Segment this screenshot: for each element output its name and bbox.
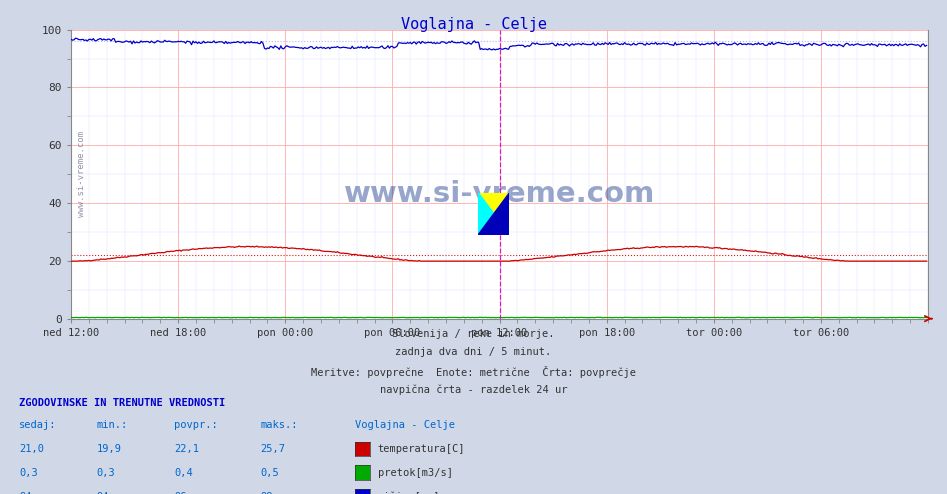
Text: www.si-vreme.com: www.si-vreme.com — [77, 131, 86, 217]
Text: 21,0: 21,0 — [19, 444, 44, 454]
Text: www.si-vreme.com: www.si-vreme.com — [344, 180, 655, 208]
Text: zadnja dva dni / 5 minut.: zadnja dva dni / 5 minut. — [396, 347, 551, 357]
Polygon shape — [478, 193, 494, 235]
Text: 94: 94 — [19, 492, 31, 494]
Text: sedaj:: sedaj: — [19, 420, 57, 430]
Text: Voglajna - Celje: Voglajna - Celje — [401, 17, 546, 32]
Text: temperatura[C]: temperatura[C] — [378, 444, 465, 454]
Polygon shape — [478, 193, 509, 235]
Text: min.:: min.: — [97, 420, 128, 430]
Text: ZGODOVINSKE IN TRENUTNE VREDNOSTI: ZGODOVINSKE IN TRENUTNE VREDNOSTI — [19, 398, 225, 408]
Text: 94: 94 — [97, 492, 109, 494]
Text: navpična črta - razdelek 24 ur: navpična črta - razdelek 24 ur — [380, 385, 567, 395]
Text: 0,3: 0,3 — [19, 468, 38, 478]
Text: 96: 96 — [174, 492, 187, 494]
Text: 0,5: 0,5 — [260, 468, 279, 478]
Text: Meritve: povprečne  Enote: metrične  Črta: povprečje: Meritve: povprečne Enote: metrične Črta:… — [311, 366, 636, 378]
Text: Slovenija / reke in morje.: Slovenija / reke in morje. — [392, 329, 555, 338]
Text: maks.:: maks.: — [260, 420, 298, 430]
Text: 0,4: 0,4 — [174, 468, 193, 478]
Text: 25,7: 25,7 — [260, 444, 285, 454]
Text: 0,3: 0,3 — [97, 468, 116, 478]
Polygon shape — [478, 193, 509, 214]
Text: 19,9: 19,9 — [97, 444, 121, 454]
Text: povpr.:: povpr.: — [174, 420, 218, 430]
Text: pretok[m3/s]: pretok[m3/s] — [378, 468, 453, 478]
Text: višina[cm]: višina[cm] — [378, 492, 440, 494]
Text: 98: 98 — [260, 492, 273, 494]
Text: Voglajna - Celje: Voglajna - Celje — [355, 420, 456, 430]
Text: 22,1: 22,1 — [174, 444, 199, 454]
